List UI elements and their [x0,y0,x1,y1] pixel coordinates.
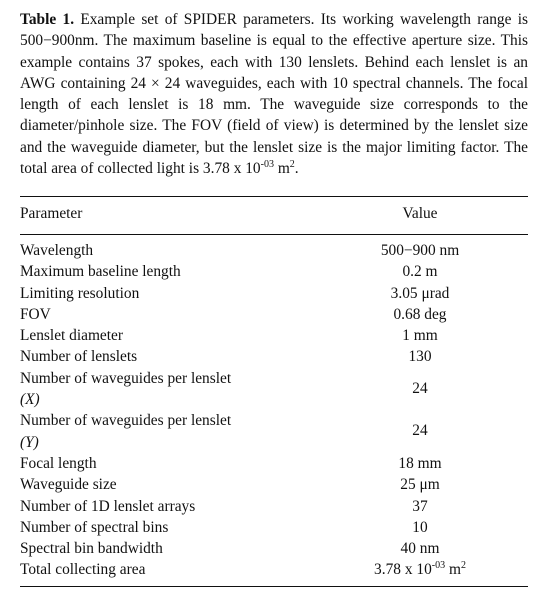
row-value-text: 3.78 x 10 [374,561,432,579]
row-parameter-text: Number of waveguides per lenslet [20,412,232,430]
row-value: 0.68 deg [393,305,447,323]
header-parameter: Parameter [20,205,83,222]
row-value: 25 μm [400,476,440,494]
row-value-unit: m [445,561,461,579]
caption-unit: m [273,160,290,178]
row-parameter: Lenslet diameter [20,327,123,345]
row-parameter: Focal length [20,454,97,472]
table-bottom-rule [20,586,528,587]
table-body: Wavelength 500−900 nm Maximum baseline l… [20,240,528,581]
row-parameter: Number of lenslets [20,348,138,366]
row-value: 3.05 μrad [390,284,450,302]
table-row: Maximum baseline length 0.2 m [20,261,528,282]
table-row: Number of waveguides per lenslet (Y) 24 [20,410,528,453]
table-top-rule [20,196,528,197]
table-row: Spectral bin bandwidth 40 nm [20,538,528,559]
row-value: 130 [408,348,432,366]
row-value: 37 [412,497,428,515]
table-row: Focal length 18 mm [20,453,528,474]
caption-end: . [294,160,299,178]
table-row: Total collecting area 3.78 x 10-03 m2 [20,559,528,580]
table-row: Number of 1D lenslet arrays 37 [20,496,528,517]
row-parameter: Spectral bin bandwidth [20,540,163,558]
row-parameter: Wavelength [20,242,94,259]
row-value: 40 nm [400,540,440,558]
header-value: Value [402,205,438,222]
caption-unit-exponent: 2 [289,159,295,171]
row-value: 24 [412,379,428,397]
table-row: Limiting resolution 3.05 μrad [20,283,528,304]
row-parameter-axis: (X) [20,391,40,409]
row-parameter-axis: (Y) [20,433,39,451]
table-header-rule [20,234,528,235]
table-row: Number of waveguides per lenslet (X) 24 [20,368,528,411]
table-row: Waveguide size 25 μm [20,474,528,495]
row-parameter: Waveguide size [20,476,117,494]
table-label: Table 1. [20,11,75,28]
row-value: 0.2 m [402,263,438,281]
caption-text: Example set of SPIDER parameters. Its wo… [20,11,528,178]
table-row: Lenslet diameter 1 mm [20,325,528,346]
row-parameter: Total collecting area [20,561,146,579]
caption-exponent: -03 [260,159,274,171]
row-parameter: Number of waveguides per lenslet (Y) [20,410,280,453]
row-value: 3.78 x 10-03 m2 [320,559,520,580]
row-parameter: Limiting resolution [20,284,140,302]
row-value: 10 [412,518,428,536]
row-value: 500−900 nm [380,242,460,259]
row-value-unit-exponent: 2 [460,560,466,572]
table-row: Number of lenslets 130 [20,346,528,367]
table-row: Wavelength 500−900 nm [20,240,528,261]
table-caption: Table 1. Example set of SPIDER parameter… [20,9,528,179]
row-value-exponent: -03 [431,560,446,572]
row-parameter-text: Number of waveguides per lenslet [20,369,232,387]
row-parameter: Maximum baseline length [20,263,181,281]
row-value: 24 [412,422,428,440]
table-row: Number of spectral bins 10 [20,517,528,538]
table-header: Parameter Value [20,205,528,225]
row-parameter: Number of 1D lenslet arrays [20,497,196,515]
table-row: FOV 0.68 deg [20,304,528,325]
row-parameter: FOV [20,305,51,323]
row-value: 1 mm [402,327,438,345]
row-parameter: Number of waveguides per lenslet (X) [20,368,280,411]
row-value: 18 mm [398,454,442,472]
row-parameter: Number of spectral bins [20,518,169,536]
